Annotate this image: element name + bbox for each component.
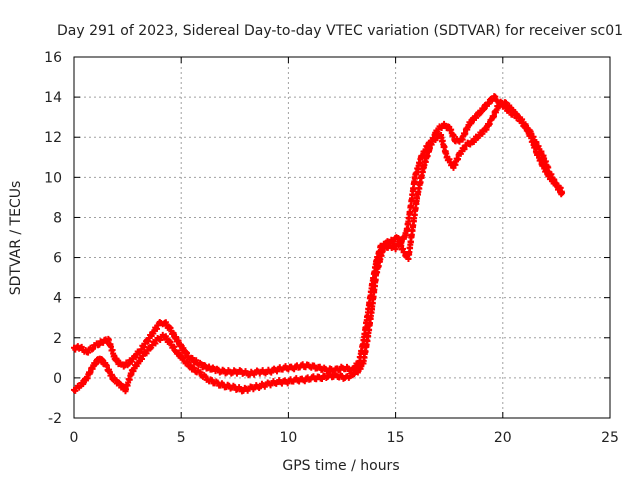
data-point <box>470 139 477 146</box>
x-tick-label: 15 <box>387 430 405 446</box>
data-point <box>208 377 215 384</box>
data-point <box>125 360 132 367</box>
x-tick-label: 5 <box>177 430 186 446</box>
y-tick-label: 14 <box>44 90 62 106</box>
x-tick-label: 10 <box>279 430 297 446</box>
data-point <box>152 340 159 347</box>
grid <box>74 57 610 418</box>
data-point <box>189 355 196 362</box>
data-point <box>72 387 79 394</box>
y-tick-label: 0 <box>53 371 62 387</box>
axis-ticks: 0 5 10 15 20 25 -2 0 2 4 6 8 10 12 14 16 <box>44 50 619 446</box>
data-point <box>180 355 187 362</box>
data-point <box>112 376 119 383</box>
data-point <box>184 359 191 366</box>
y-tick-label: 4 <box>53 291 62 307</box>
data-point <box>392 246 399 253</box>
data-point <box>496 103 503 110</box>
data-point <box>503 99 510 106</box>
data-point <box>157 336 164 343</box>
x-tick-label: 25 <box>601 430 619 446</box>
series-points <box>71 93 566 395</box>
data-point <box>429 138 436 145</box>
data-point <box>89 345 96 352</box>
data-point <box>354 369 361 376</box>
data-point <box>401 248 408 255</box>
y-tick-label: 2 <box>53 331 62 347</box>
data-point <box>492 93 499 100</box>
x-axis-label: GPS time / hours <box>282 458 399 474</box>
data-point <box>100 339 107 346</box>
data-point <box>191 365 198 372</box>
data-point <box>424 143 431 150</box>
y-axis-label: SDTVAR / TECUs <box>8 181 24 296</box>
y-tick-label: -2 <box>48 411 62 427</box>
data-point <box>351 371 358 378</box>
data-point <box>559 189 566 196</box>
data-point <box>78 343 85 350</box>
data-point <box>202 373 209 380</box>
data-point <box>318 376 325 383</box>
y-tick-label: 12 <box>44 130 62 146</box>
data-point <box>479 130 486 137</box>
data-point <box>485 100 492 107</box>
data-point <box>85 349 92 356</box>
y-tick-label: 6 <box>53 251 62 267</box>
y-tick-label: 16 <box>44 50 62 66</box>
data-point <box>117 380 124 387</box>
data-point <box>197 369 204 376</box>
data-point <box>193 357 200 364</box>
y-tick-label: 8 <box>53 210 62 226</box>
data-point <box>467 141 474 148</box>
data-point <box>473 114 479 121</box>
y-tick-label: 10 <box>44 170 62 186</box>
x-tick-label: 0 <box>70 430 79 446</box>
chart-title: Day 291 of 2023, Sidereal Day-to-day VTE… <box>57 23 623 39</box>
x-tick-label: 20 <box>494 430 512 446</box>
plot-frame <box>73 56 611 419</box>
